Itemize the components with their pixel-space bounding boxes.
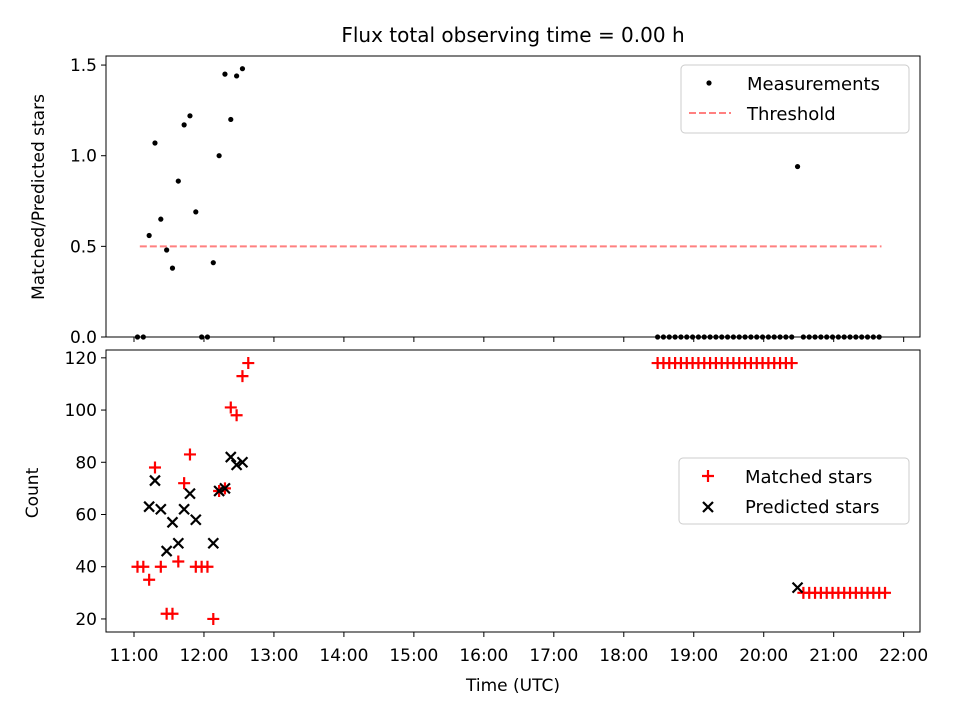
legend-threshold-label: Threshold xyxy=(746,104,836,125)
measurement-point xyxy=(234,73,240,79)
bottom-y-axis: 20 40 60 80 100 120 xyxy=(65,349,106,630)
measurement-point xyxy=(228,116,234,123)
legend-matched-label: Matched stars xyxy=(745,467,872,488)
predicted-star-point xyxy=(178,503,190,516)
matched-star-point xyxy=(230,409,243,422)
matched-star-point xyxy=(166,607,179,620)
chart-title: Flux total observing time = 0.00 h xyxy=(341,23,684,47)
top-y-axis: 0.0 0.5 1.0 1.5 xyxy=(70,56,106,348)
y-tick-label: 120 xyxy=(65,349,97,369)
y-tick-label: 80 xyxy=(75,453,97,473)
x-tick-label: 11:00 xyxy=(109,646,158,666)
measurement-point xyxy=(158,216,164,222)
top-axes-frame xyxy=(105,55,921,338)
y-tick-label: 20 xyxy=(75,610,97,630)
x-tick-label: 22:00 xyxy=(879,646,928,666)
matched-star-point xyxy=(148,461,161,474)
predicted-star-point xyxy=(160,545,173,557)
matched-star-point xyxy=(137,560,150,573)
top-plot-area xyxy=(134,66,882,340)
y-tick-label: 40 xyxy=(75,558,97,578)
predicted-star-point xyxy=(219,482,231,495)
predicted-star-point xyxy=(155,503,167,516)
matched-star-point xyxy=(172,555,185,568)
x-tick-label: 15:00 xyxy=(389,646,438,666)
legend-matched-marker xyxy=(702,470,714,482)
top-legend: Measurements Threshold xyxy=(680,64,910,134)
measurement-point xyxy=(146,232,152,239)
bottom-x-axis: 11:00 12:00 13:00 14:00 15:00 16:00 17:00 18:00… xyxy=(109,632,928,666)
legend-measurements-marker xyxy=(706,80,712,86)
y-tick-label: 1.0 xyxy=(70,147,97,167)
matched-star-point xyxy=(879,586,892,599)
measurement-point xyxy=(169,265,176,271)
measurement-point xyxy=(239,66,246,72)
legend-measurements-label: Measurements xyxy=(747,74,880,95)
top-x-axis xyxy=(133,337,905,342)
bottom-y-axis-label: Count xyxy=(23,467,43,518)
y-tick-label: 0.5 xyxy=(70,237,97,257)
predicted-star-point xyxy=(190,513,202,526)
predicted-star-point xyxy=(184,487,196,500)
predicted-star-point xyxy=(213,485,225,497)
matched-star-point xyxy=(178,477,191,490)
x-tick-label: 17:00 xyxy=(529,646,578,666)
y-tick-label: 0.0 xyxy=(70,328,97,348)
predicted-star-point xyxy=(143,500,155,513)
matched-star-point xyxy=(785,357,798,370)
predicted-star-point xyxy=(172,537,185,549)
predicted-star-point xyxy=(149,474,161,487)
measurement-point xyxy=(187,113,193,119)
matched-star-point xyxy=(236,370,249,383)
measurement-point xyxy=(222,71,228,77)
matched-star-point xyxy=(143,573,156,586)
matched-star-point xyxy=(183,448,196,461)
x-tick-label: 12:00 xyxy=(179,646,228,666)
bottom-plot-area xyxy=(131,357,892,625)
top-panel: 0.0 0.5 1.0 1.5 Matched/Predicted stars Mea… xyxy=(29,55,921,348)
measurement-point xyxy=(193,209,199,215)
bottom-legend: Matched stars Predicted stars xyxy=(678,457,910,525)
y-tick-label: 100 xyxy=(65,401,97,421)
bottom-axes-frame xyxy=(105,349,921,633)
matched-star-point xyxy=(154,560,167,573)
predicted-star-point xyxy=(791,581,804,594)
measurement-point xyxy=(794,163,801,170)
measurement-point xyxy=(210,260,216,266)
y-tick-label: 1.5 xyxy=(70,56,97,76)
x-axis-label: Time (UTC) xyxy=(465,676,560,696)
predicted-star-point xyxy=(166,516,179,529)
predicted-star-point xyxy=(225,451,237,463)
legend-predicted-label: Predicted stars xyxy=(745,497,879,518)
bottom-legend-box xyxy=(678,457,910,525)
y-tick-label: 60 xyxy=(75,506,97,526)
matched-star-point xyxy=(201,560,214,573)
measurement-point xyxy=(152,140,158,146)
measurement-point xyxy=(216,153,222,159)
x-tick-label: 16:00 xyxy=(459,646,508,666)
x-tick-label: 14:00 xyxy=(319,646,368,666)
measurement-point xyxy=(181,122,187,128)
matched-star-point xyxy=(224,401,237,414)
measurement-point xyxy=(175,178,181,184)
matched-star-point xyxy=(242,357,255,370)
measurement-point xyxy=(164,247,170,253)
predicted-star-point xyxy=(236,456,249,469)
x-tick-label: 20:00 xyxy=(739,646,788,666)
x-tick-label: 18:00 xyxy=(599,646,648,666)
x-tick-label: 21:00 xyxy=(809,646,858,666)
predicted-star-point xyxy=(230,459,243,471)
x-tick-label: 19:00 xyxy=(669,646,718,666)
top-legend-box xyxy=(680,64,910,134)
bottom-panel: 20 40 60 80 100 120 11:00 12:00 13:00 14:00 15:00… xyxy=(23,349,928,666)
legend-predicted-marker xyxy=(702,501,714,513)
top-y-axis-label: Matched/Predicted stars xyxy=(29,94,49,300)
predicted-star-point xyxy=(207,537,220,549)
x-tick-label: 13:00 xyxy=(249,646,298,666)
matched-star-point xyxy=(207,612,220,625)
